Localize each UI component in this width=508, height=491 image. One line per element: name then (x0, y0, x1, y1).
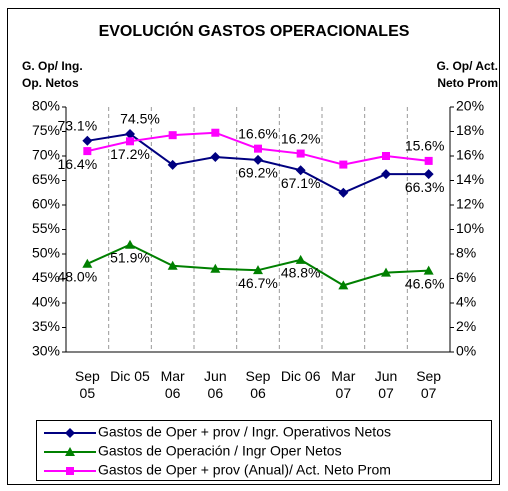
data-label: 48.8% (281, 265, 321, 281)
data-label: 46.6% (405, 275, 445, 291)
data-label: 15.6% (405, 138, 445, 154)
data-label: 46.7% (238, 275, 278, 291)
x-tick-label: Dic 06 (280, 368, 321, 384)
data-label: 16.2% (281, 130, 321, 146)
marker (423, 265, 434, 275)
y-tick-label: 60% (32, 196, 60, 212)
x-tick-label: Dic 05 (110, 368, 150, 384)
x-tick-label: Sep 07 (416, 368, 442, 401)
data-label: 66.3% (405, 179, 445, 195)
data-label: 16.6% (238, 125, 278, 141)
y-tick-label: 30% (32, 343, 60, 359)
y2-tick-label: 6% (456, 269, 476, 285)
y-tick-label: 45% (32, 269, 60, 285)
y-tick-label: 55% (32, 220, 60, 236)
marker (210, 263, 221, 273)
chart-title: EVOLUCIÓN GASTOS OPERACIONALES (99, 21, 410, 40)
marker (338, 187, 349, 198)
data-label: 69.2% (238, 165, 278, 181)
marker (423, 169, 434, 180)
y-tick-label: 35% (32, 318, 60, 334)
y-tick-label: 70% (32, 147, 60, 163)
marker (167, 260, 178, 270)
marker (65, 428, 75, 438)
marker (82, 135, 93, 146)
y2-tick-label: 14% (456, 171, 484, 187)
chart-border (7, 8, 500, 485)
data-label: 51.9% (110, 249, 150, 265)
x-tick-label: Sep 06 (245, 368, 271, 401)
marker (381, 267, 391, 277)
data-label: 48.0% (57, 269, 97, 285)
marker (125, 239, 135, 249)
data-label: 17.2% (110, 146, 150, 162)
y2-tick-label: 0% (456, 343, 476, 359)
marker (82, 258, 93, 268)
y2-tick-label: 18% (456, 122, 484, 138)
y2-tick-label: 12% (456, 196, 484, 212)
marker (83, 147, 92, 156)
marker (381, 169, 391, 180)
marker (338, 280, 349, 290)
x-tick-label: Jun 06 (204, 368, 227, 401)
marker (253, 265, 263, 275)
marker (125, 128, 135, 139)
y2-tick-label: 4% (456, 294, 476, 310)
x-tick-label: Mar 07 (331, 368, 356, 401)
y-tick-label: 65% (32, 171, 60, 187)
x-tick-label: Sep 05 (74, 368, 100, 401)
data-label: 16.4% (57, 156, 97, 172)
marker (167, 159, 178, 170)
y-tick-label: 80% (32, 98, 60, 114)
marker (424, 156, 433, 165)
marker (296, 149, 305, 158)
marker (295, 165, 306, 176)
y-tick-label: 75% (32, 122, 60, 138)
legend-box (36, 420, 492, 481)
y2-tick-label: 16% (456, 147, 484, 163)
data-label: 74.5% (120, 111, 160, 127)
marker (339, 160, 348, 169)
y2-tick-label: 8% (456, 245, 476, 261)
x-tick-label: Mar 06 (160, 368, 185, 401)
y2-axis-title: G. Op/ Act. Neto Prom (436, 59, 498, 90)
legend-label: Gastos de Oper + prov / Ingr. Operativos… (98, 424, 391, 440)
marker (382, 152, 390, 160)
marker (210, 151, 221, 162)
y2-tick-label: 2% (456, 318, 476, 334)
marker (66, 467, 74, 475)
marker (211, 128, 220, 137)
y-tick-label: 50% (32, 245, 60, 261)
y2-tick-label: 20% (456, 98, 484, 114)
marker (65, 447, 75, 456)
y-axis-title: G. Op/ Ing. Op. Netos (22, 59, 83, 90)
legend-label: Gastos de Operación / Ingr Oper Netos (98, 443, 342, 459)
legend-label: Gastos de Oper + prov (Anual)/ Act. Neto… (98, 462, 391, 478)
marker (168, 131, 177, 140)
marker (126, 137, 134, 146)
y2-tick-label: 10% (456, 220, 484, 236)
data-label: 67.1% (281, 175, 321, 191)
marker (295, 254, 306, 264)
x-tick-label: Jun 07 (374, 368, 398, 401)
marker (254, 144, 262, 153)
data-label: 73.1% (57, 118, 97, 134)
y-tick-label: 40% (32, 294, 60, 310)
marker (253, 154, 263, 165)
